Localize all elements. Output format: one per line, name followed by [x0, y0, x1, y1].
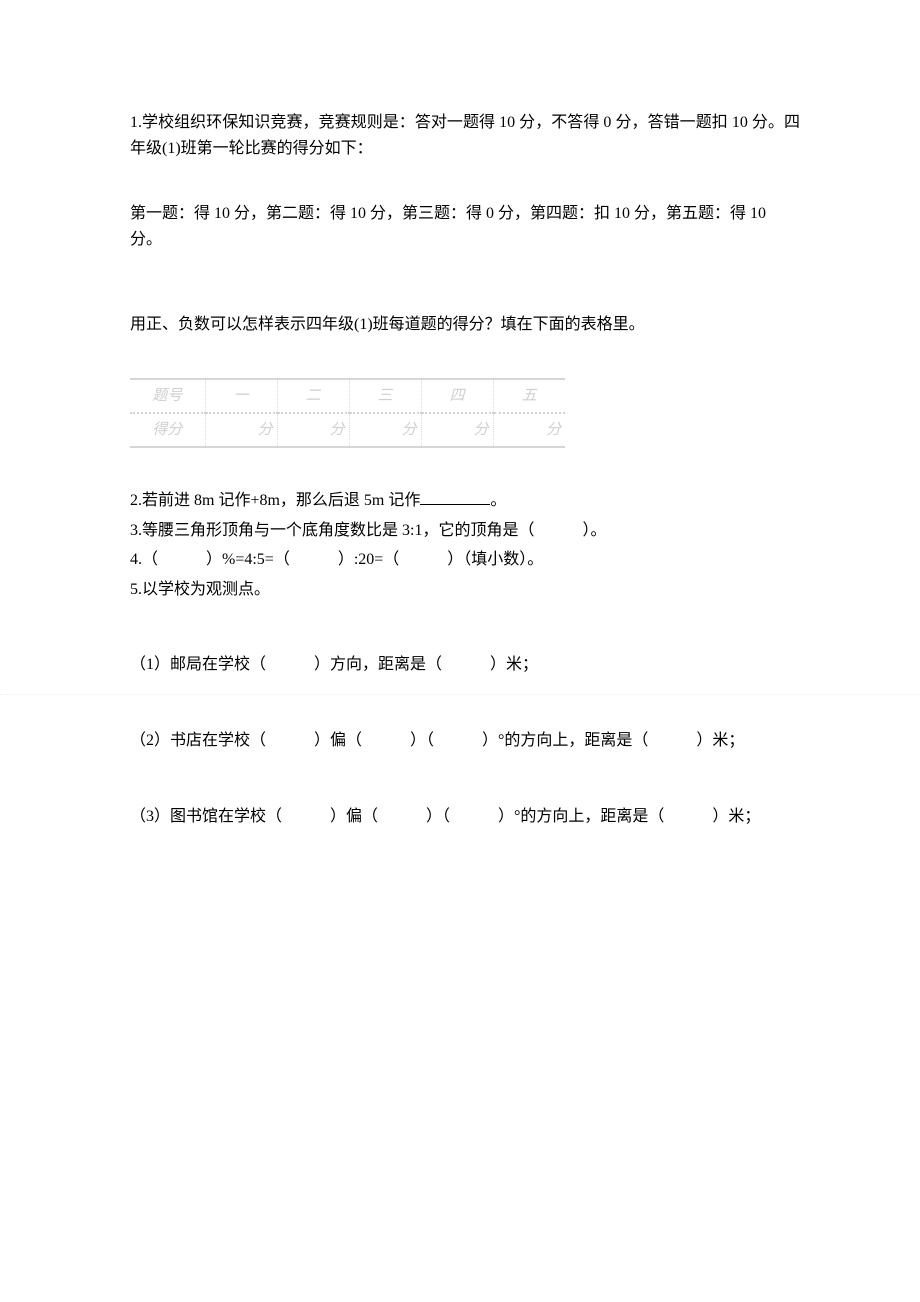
- blank-fill: [420, 489, 490, 505]
- col-4: 四: [421, 379, 493, 413]
- question-3: 3.等腰三角形顶角与一个底角度数比是 3:1，它的顶角是（ ）。: [130, 518, 800, 544]
- question-5-sub3: （3）图书馆在学校（ ）偏（ ）（ ）°的方向上，距离是（ ）米；: [130, 804, 800, 830]
- score-4: 分: [421, 413, 493, 447]
- header-label: 题号: [130, 379, 205, 413]
- question-5-sub1: （1）邮局在学校（ ）方向，距离是（ ）米；: [130, 652, 800, 678]
- question-2: 2.若前进 8m 记作+8m，那么后退 5m 记作 。: [130, 488, 800, 514]
- question-2-text: 2.若前进 8m 记作+8m，那么后退 5m 记作: [130, 492, 420, 509]
- score-3: 分: [349, 413, 421, 447]
- col-1: 一: [205, 379, 277, 413]
- question-1-part3: 用正、负数可以怎样表示四年级(1)班每道题的得分？填在下面的表格里。: [130, 312, 800, 338]
- page-separator: [0, 694, 920, 695]
- question-1-part1: 1.学校组织环保知识竞赛，竞赛规则是：答对一题得 10 分，不答得 0 分，答错…: [130, 110, 800, 161]
- question-5-sub2: （2）书店在学校（ ）偏（ ）（ ）°的方向上，距离是（ ）米；: [130, 728, 800, 754]
- score-label: 得分: [130, 413, 205, 447]
- col-2: 二: [277, 379, 349, 413]
- score-2: 分: [277, 413, 349, 447]
- table-score-row: 得分 分 分 分 分 分: [130, 413, 565, 447]
- score-5: 分: [493, 413, 565, 447]
- col-5: 五: [493, 379, 565, 413]
- score-1: 分: [205, 413, 277, 447]
- question-2-suffix: 。: [490, 492, 506, 509]
- question-4: 4.（ ）%=4:5=（ ）:20=（ ）（填小数）。: [130, 547, 800, 573]
- score-table: 题号 一 二 三 四 五 得分 分 分 分 分 分: [130, 378, 565, 448]
- score-table-wrapper: 题号 一 二 三 四 五 得分 分 分 分 分 分: [130, 378, 800, 448]
- question-1-part2: 第一题：得 10 分，第二题：得 10 分，第三题：得 0 分，第四题：扣 10…: [130, 201, 800, 252]
- col-3: 三: [349, 379, 421, 413]
- table-header-row: 题号 一 二 三 四 五: [130, 379, 565, 413]
- question-5-intro: 5.以学校为观测点。: [130, 577, 800, 603]
